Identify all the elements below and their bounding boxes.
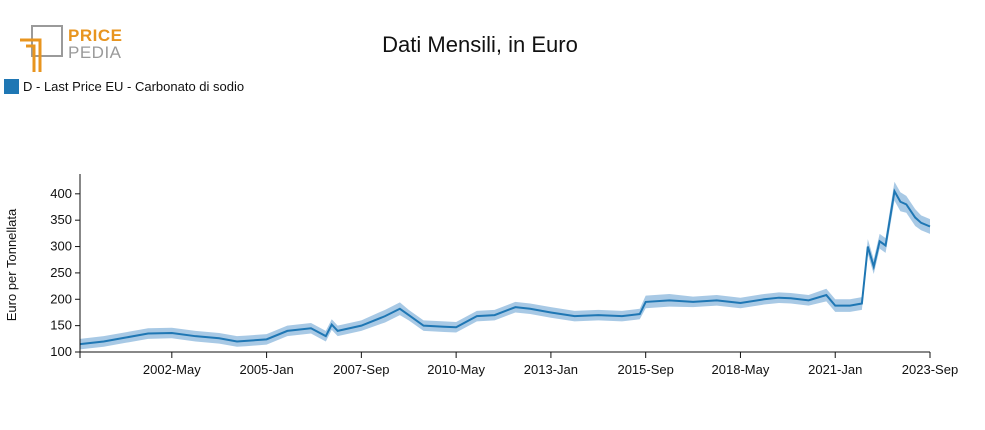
x-tick-label: 2005-Jan [239,362,293,377]
legend[interactable]: D - Last Price EU - Carbonato di sodio [4,79,244,94]
y-tick-label: 350 [50,212,72,227]
y-tick-label: 250 [50,265,72,280]
x-tick-label: 2007-Sep [333,362,389,377]
x-tick-label: 2015-Sep [617,362,673,377]
x-tick-label: 2021-Jan [808,362,862,377]
series-line-layer [79,188,931,346]
pricepedia-logo-mark [20,25,63,72]
y-tick-label: 200 [50,291,72,306]
logo-word-price: PRICE [68,26,123,45]
confidence-band-layer [80,181,930,350]
chart-title: Dati Mensili, in Euro [382,32,578,57]
y-axis: 100 150 200 250 300 350 400 [50,174,81,359]
series-line [79,188,931,346]
pricepedia-logo: PRICE PEDIA [18,24,128,74]
x-tick-label: 2023-Sep [902,362,958,377]
y-tick-label: 150 [50,318,72,333]
logo-word-pedia: PEDIA [68,43,122,62]
y-tick-label: 300 [50,239,72,254]
x-tick-label: 2013-Jan [524,362,578,377]
x-tick-label: 2018-May [712,362,770,377]
y-tick-label: 100 [50,344,72,359]
legend-swatch [4,79,19,94]
x-tick-label: 2002-May [143,362,201,377]
x-axis: 2002-May 2005-Jan 2007-Sep 2010-May 2013-Jan… [79,351,958,377]
y-tick-label: 400 [50,186,72,201]
series-band [80,181,930,350]
y-axis-title: Euro per Tonnellata [4,208,19,321]
legend-label: D - Last Price EU - Carbonato di sodio [23,79,245,94]
x-tick-label: 2010-May [427,362,485,377]
